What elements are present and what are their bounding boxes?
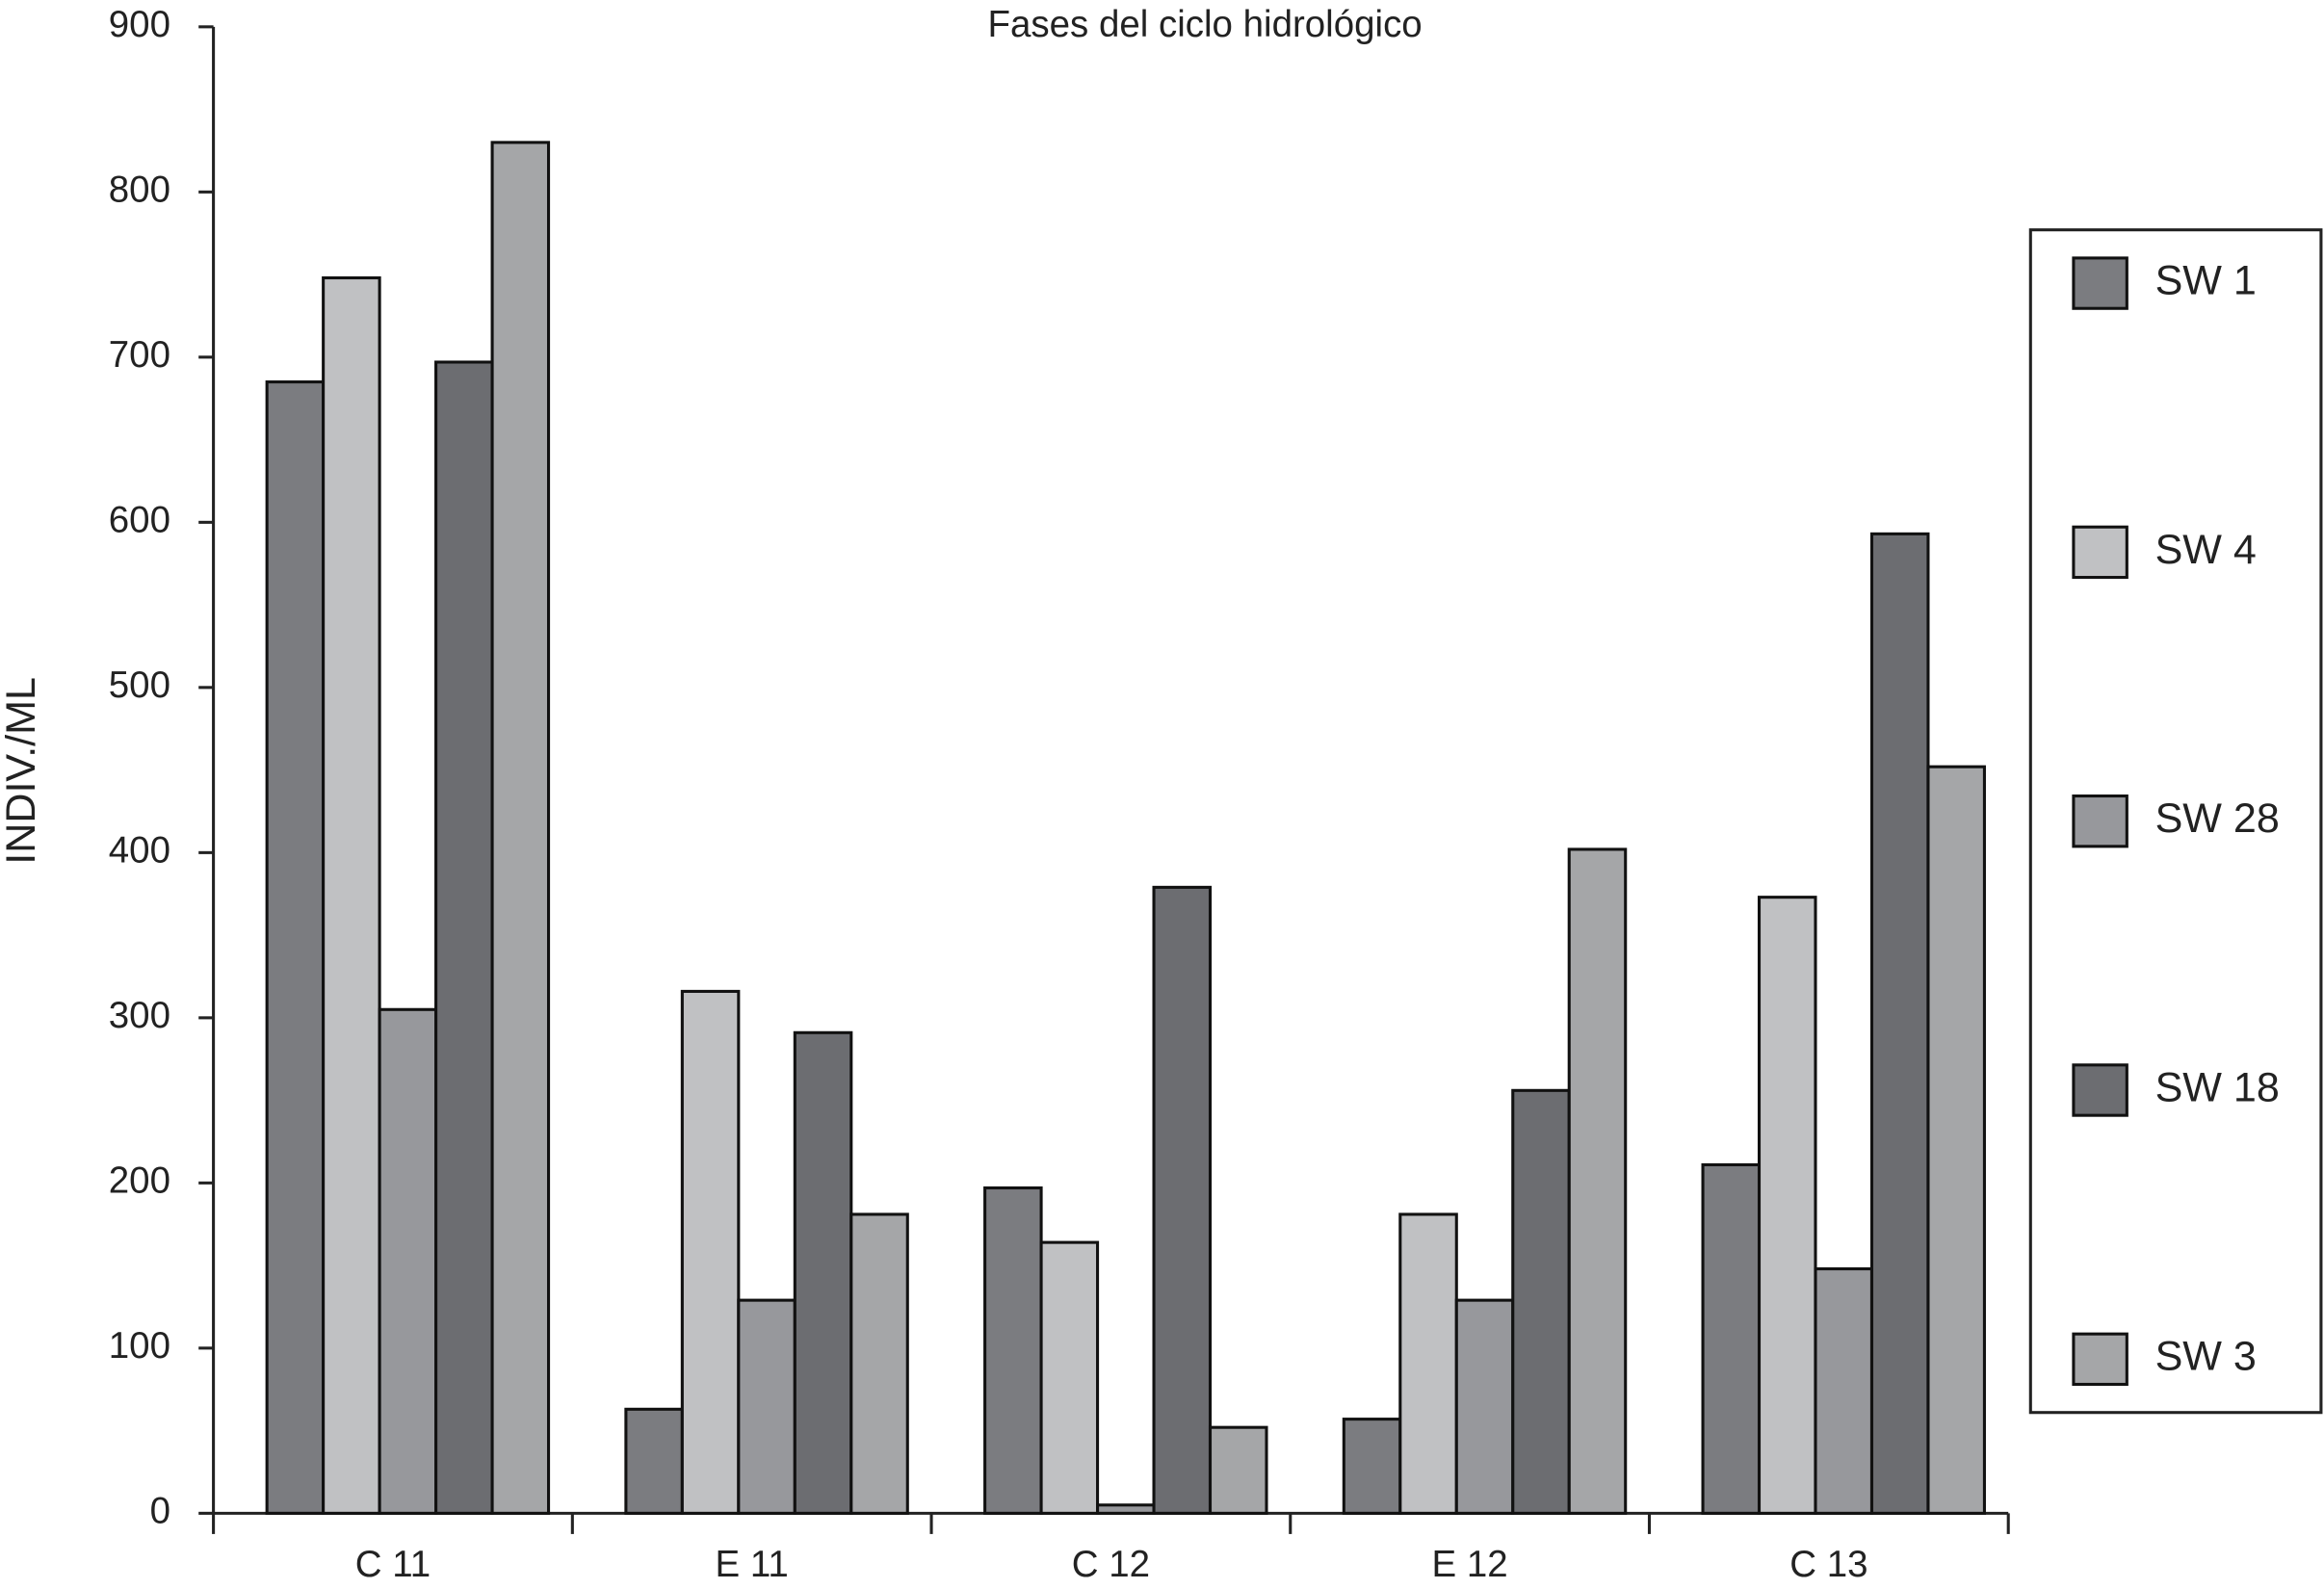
legend-swatch — [2072, 794, 2128, 848]
y-tick-label: 300 — [109, 995, 170, 1036]
y-tick-label: 900 — [109, 4, 170, 45]
y-tick-label: 800 — [109, 169, 170, 211]
legend-swatch — [2072, 1332, 2128, 1387]
y-tick-label: 100 — [109, 1325, 170, 1367]
bar — [1208, 1425, 1268, 1515]
bar — [1701, 1162, 1762, 1515]
legend-label: SW 28 — [2155, 795, 2280, 842]
bar — [680, 989, 741, 1515]
bar — [1567, 847, 1628, 1515]
bar — [1757, 896, 1817, 1515]
x-tick-label: C 11 — [355, 1544, 431, 1585]
x-tick-label: C 12 — [1072, 1544, 1150, 1585]
y-axis-label: INDIV./ML — [0, 677, 44, 865]
bar — [1511, 1088, 1571, 1515]
bar — [793, 1030, 853, 1515]
y-tick-label: 500 — [109, 664, 170, 706]
bar — [1869, 532, 1930, 1515]
bar — [1096, 1503, 1156, 1515]
bar — [1039, 1240, 1100, 1515]
bar — [265, 380, 326, 1515]
chart-title: Fases del ciclo hidrológico — [988, 4, 1423, 45]
bar — [1814, 1267, 1874, 1515]
legend-label: SW 1 — [2155, 257, 2257, 303]
bar — [1342, 1418, 1402, 1515]
bar — [322, 275, 381, 1515]
bar — [737, 1298, 796, 1515]
bar — [1454, 1298, 1515, 1515]
legend-label: SW 4 — [2155, 527, 2257, 573]
legend-swatch — [2072, 256, 2128, 310]
bar — [983, 1185, 1043, 1515]
bar — [1398, 1212, 1458, 1515]
bar — [1926, 765, 1986, 1515]
legend-box — [2028, 228, 2323, 1415]
legend-label: SW 3 — [2155, 1334, 2257, 1380]
legend-swatch — [2072, 1063, 2128, 1117]
bar — [434, 360, 494, 1515]
x-tick-label: E 12 — [1432, 1544, 1508, 1585]
y-tick-label: 200 — [109, 1160, 170, 1202]
bar — [849, 1212, 909, 1515]
x-tick-label: E 11 — [716, 1544, 789, 1585]
y-tick-label: 700 — [109, 334, 170, 376]
x-tick-label: C 13 — [1789, 1544, 1867, 1585]
bar — [1152, 885, 1213, 1515]
y-tick-label: 600 — [109, 500, 170, 541]
legend-swatch — [2072, 525, 2128, 580]
y-tick-label: 400 — [109, 830, 170, 872]
y-tick-label: 0 — [150, 1491, 170, 1532]
bar — [624, 1407, 684, 1515]
legend-label: SW 18 — [2155, 1064, 2280, 1110]
bar — [378, 1007, 438, 1515]
bar — [490, 141, 551, 1515]
